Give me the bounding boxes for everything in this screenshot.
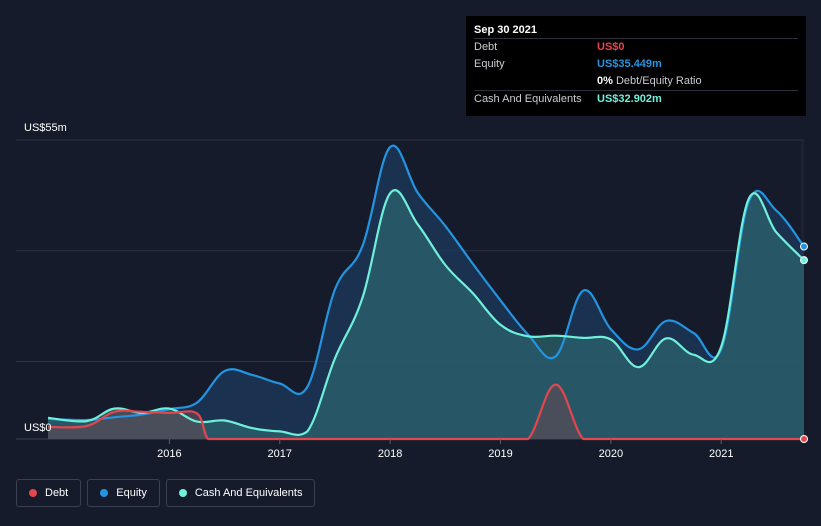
series-lines <box>47 144 805 441</box>
cash-line <box>47 189 805 436</box>
tooltip-date: Sep 30 2021 <box>474 24 537 36</box>
tooltip-value: US$35.449m <box>597 58 662 70</box>
legend-item-debt[interactable]: Debt <box>16 479 82 507</box>
tooltip-value: 0% Debt/Equity Ratio <box>597 73 702 90</box>
legend-label: Cash And Equivalents <box>194 487 303 499</box>
ratio-label: Debt/Equity Ratio <box>615 75 702 87</box>
x-tick-label: 2017 <box>268 448 292 460</box>
equity-dot-icon <box>100 489 109 497</box>
series-end-markers <box>800 242 808 443</box>
tooltip-row-ratio: 0% Debt/Equity Ratio <box>474 73 798 90</box>
debt-dot-icon <box>29 489 37 497</box>
equity-line <box>47 144 805 422</box>
cash-dot-icon <box>178 489 187 497</box>
tooltip-value: US$0 <box>597 41 625 53</box>
tooltip-value: US$32.902m <box>597 93 662 105</box>
tooltip-row-equity: Equity US$35.449m <box>474 56 798 73</box>
tooltip-label: Cash And Equivalents <box>474 93 582 105</box>
cash-area <box>48 190 804 439</box>
x-tick-label: 2018 <box>378 448 402 460</box>
cash-end-point <box>800 256 808 265</box>
legend-item-equity[interactable]: Equity <box>87 479 160 507</box>
legend-item-cash[interactable]: Cash And Equivalents <box>165 479 316 507</box>
debt-area <box>48 384 804 439</box>
hover-tooltip: Sep 30 2021 Debt US$0 Equity US$35.449m … <box>466 16 806 116</box>
equity-end-point <box>800 242 808 251</box>
legend-label: Debt <box>45 487 69 499</box>
x-tick-label: 2019 <box>488 448 512 460</box>
tooltip-label: Equity <box>474 58 505 70</box>
tooltip-label <box>474 73 597 90</box>
x-tick-label: 2016 <box>157 448 181 460</box>
x-tick-label: 2021 <box>709 448 733 460</box>
y-axis-min-label: US$0 <box>24 422 52 434</box>
tooltip-row-debt: Debt US$0 <box>474 38 798 56</box>
tooltip-label: Debt <box>474 41 498 53</box>
y-axis-max-label: US$55m <box>24 122 67 134</box>
debt-end-point <box>800 435 808 443</box>
tooltip-row-cash: Cash And Equivalents US$32.902m <box>474 90 798 108</box>
ratio-value: 0% <box>597 75 613 87</box>
series-areas <box>48 145 804 439</box>
debt-line <box>47 383 804 441</box>
legend-label: Equity <box>116 487 147 499</box>
x-tick-label: 2020 <box>599 448 623 460</box>
x-axis-ticks: 2016 2017 2018 2019 2020 2021 <box>157 439 733 460</box>
chart-legend: Debt Equity Cash And Equivalents <box>16 479 316 507</box>
